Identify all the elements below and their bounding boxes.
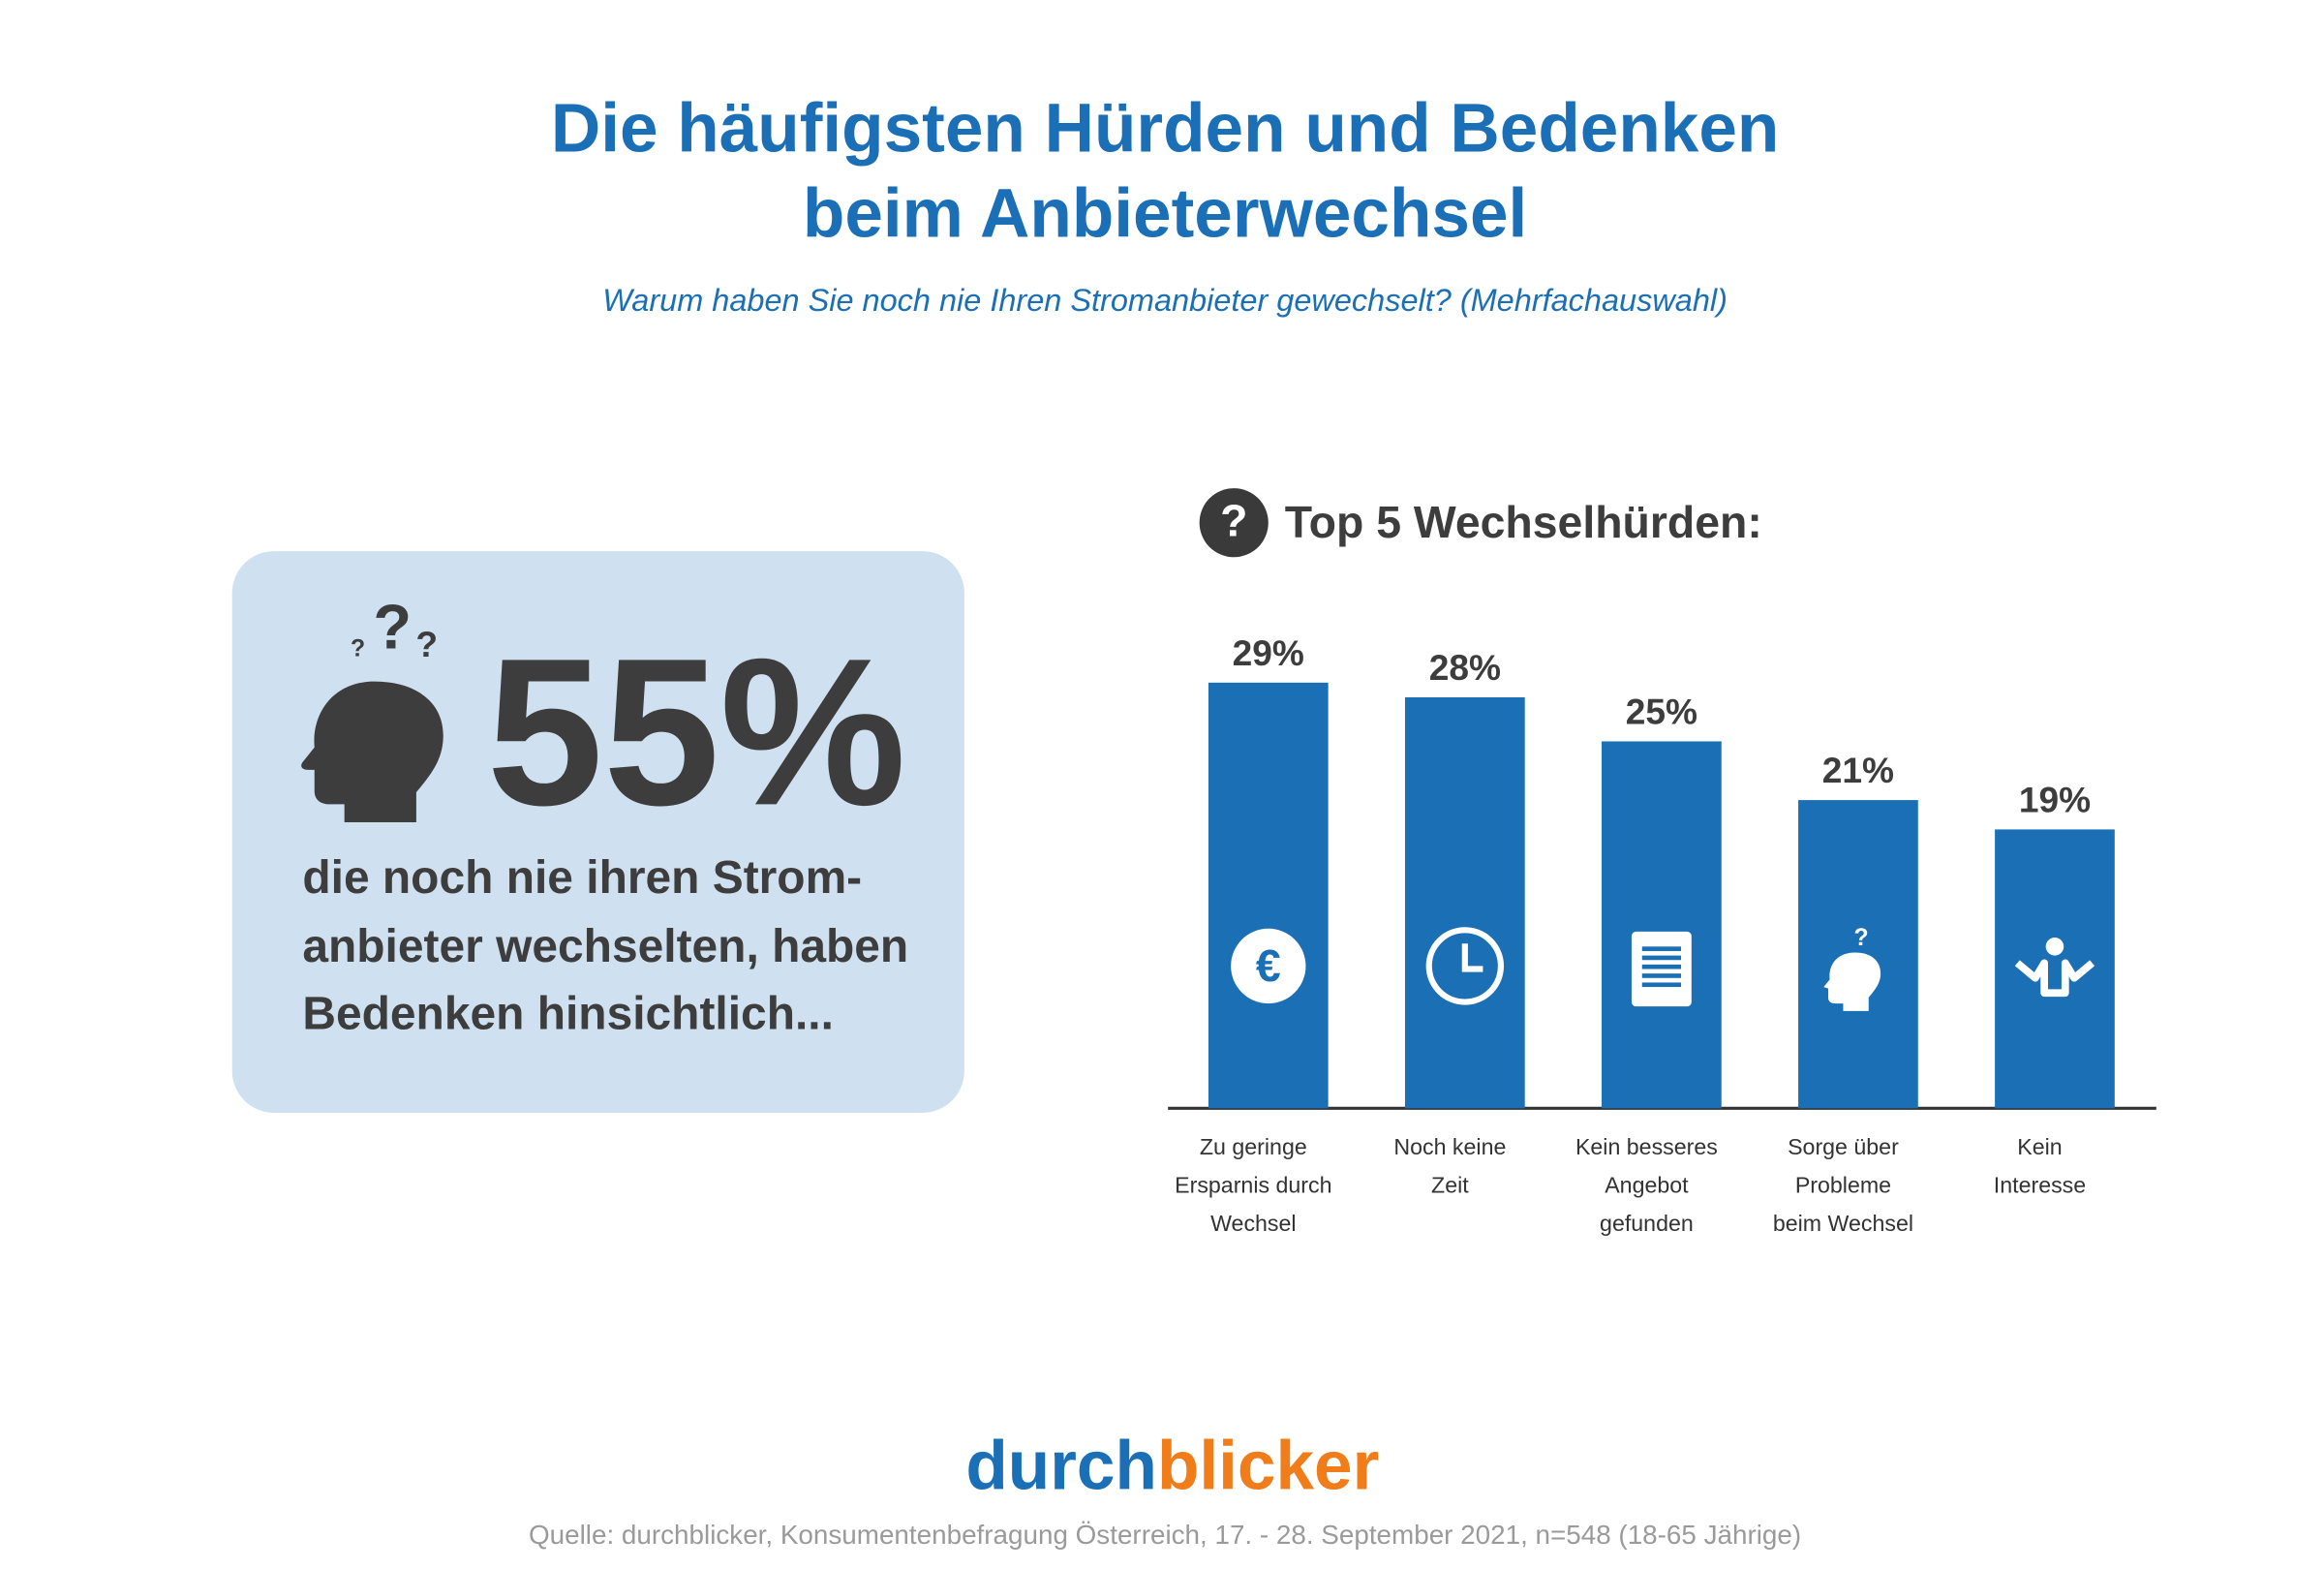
brand-part: durch xyxy=(965,1428,1157,1504)
category-label: gefunden xyxy=(1600,1211,1694,1236)
question-icon xyxy=(1199,488,1269,558)
icon xyxy=(1641,982,1681,988)
category-label: Zu geringe xyxy=(1200,1134,1307,1159)
bar xyxy=(1208,682,1329,1109)
icon xyxy=(1425,927,1505,1005)
chart-title: Top 5 Wechselhürden: xyxy=(1285,497,1762,547)
title-line: beim Anbieterwechsel xyxy=(803,176,1527,253)
category-label: Probleme xyxy=(1795,1173,1891,1198)
category-label: Ersparnis durch xyxy=(1175,1173,1331,1198)
source: Quelle: durchblicker, Konsumentenbefragu… xyxy=(529,1520,1801,1550)
icon xyxy=(1231,928,1306,1004)
bar xyxy=(1602,741,1722,1109)
value-label: 28% xyxy=(1429,647,1501,688)
category-label: Kein xyxy=(2017,1134,2062,1159)
category-label: Interesse xyxy=(1994,1173,2086,1198)
title-line: Die häufigsten Hürden und Bedenken xyxy=(551,90,1780,167)
category-label: Noch keine xyxy=(1393,1134,1506,1159)
icon xyxy=(2045,938,2064,956)
highlight-text: die noch nie ihren Strom- xyxy=(302,852,862,904)
head-icon: ? ? ? xyxy=(301,592,443,822)
svg-text:?: ? xyxy=(351,636,365,662)
highlight-text: anbieter wechselten, haben xyxy=(302,921,908,972)
value-label: 25% xyxy=(1626,691,1697,731)
bar xyxy=(1404,697,1525,1109)
category-label: Sorge über xyxy=(1788,1134,1899,1159)
value-label: 21% xyxy=(1822,750,1894,790)
icon xyxy=(1641,964,1681,969)
bar xyxy=(1995,829,2115,1109)
category-label: Kein besseres xyxy=(1575,1134,1718,1159)
value-label: 19% xyxy=(2019,779,2091,819)
highlight-figure: 55% xyxy=(487,614,906,848)
svg-text:?: ? xyxy=(415,624,438,664)
subtitle: Warum haben Sie noch nie Ihren Stromanbi… xyxy=(602,283,1728,318)
icon xyxy=(2014,959,2095,998)
icon xyxy=(1461,943,1483,972)
brand: durchblicker xyxy=(965,1428,1379,1504)
category-label: Wechsel xyxy=(1210,1211,1296,1236)
svg-text:?: ? xyxy=(373,592,412,662)
category-label: beim Wechsel xyxy=(1773,1211,1913,1236)
value-label: 29% xyxy=(1233,632,1304,673)
icon xyxy=(1641,955,1681,961)
question-icon-mark: ? xyxy=(1220,495,1247,545)
icon: € xyxy=(1256,940,1281,991)
highlight-text: Bedenken hinsichtlich... xyxy=(302,989,834,1040)
icon xyxy=(1641,973,1681,978)
icon: ? xyxy=(1853,925,1868,951)
icon xyxy=(1641,946,1681,951)
category-label: Zeit xyxy=(1431,1173,1469,1198)
icon xyxy=(1823,952,1881,1011)
category-label: Angebot xyxy=(1605,1173,1689,1198)
brand-part: blicker xyxy=(1157,1428,1379,1504)
